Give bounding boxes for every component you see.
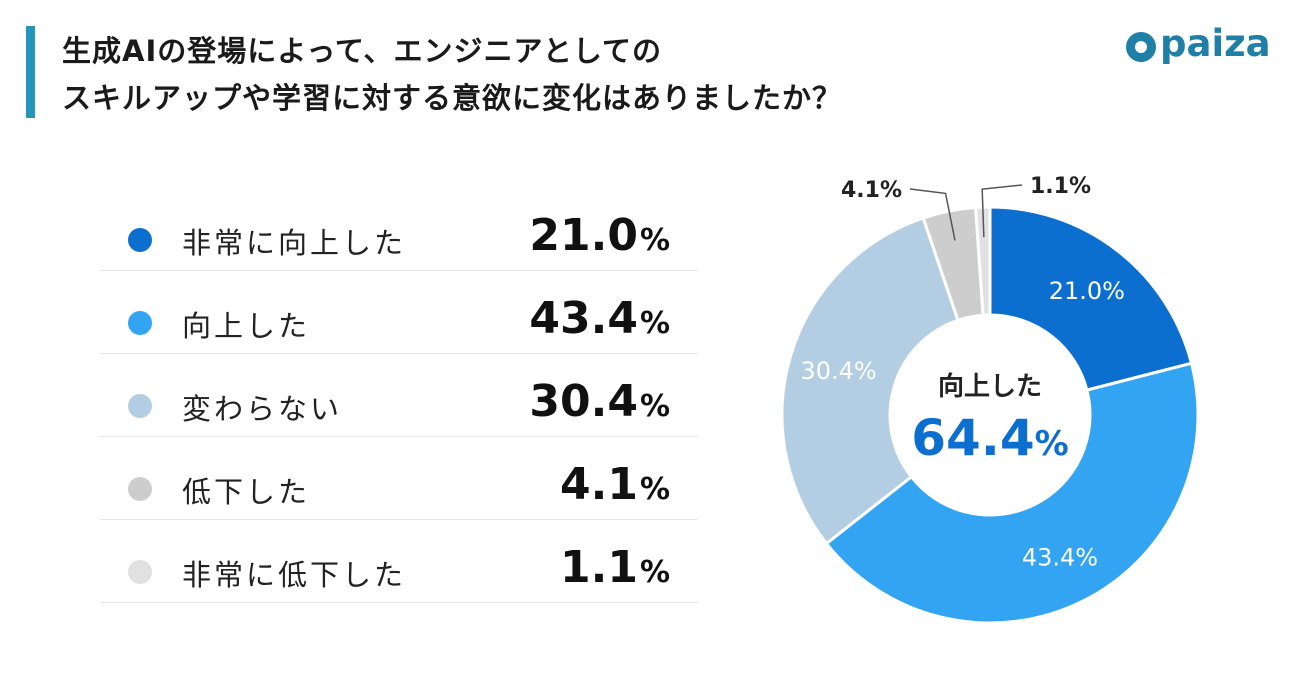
slice-data-label: 30.4% bbox=[800, 357, 876, 385]
slice-callout-label: 1.1% bbox=[1030, 174, 1091, 199]
center-value: 64.4% bbox=[911, 409, 1068, 467]
slice-callout-label: 4.1% bbox=[841, 178, 902, 203]
title-line-2: スキルアップや学習に対する意欲に変化はありましたか？ bbox=[62, 81, 843, 115]
legend-label: 非常に低下した bbox=[182, 558, 407, 592]
title-accent-bar bbox=[26, 26, 35, 118]
pie-slice bbox=[780, 216, 960, 546]
pie-slice bbox=[988, 205, 1194, 392]
legend-value: 1.1% bbox=[559, 542, 670, 593]
callout-leader-line bbox=[981, 184, 1023, 238]
page-title: 生成AIの登場によって、エンジニアとしての スキルアップや学習に対する意欲に変化… bbox=[62, 28, 842, 122]
legend-swatch bbox=[128, 394, 152, 418]
legend-value: 21.0% bbox=[529, 210, 670, 261]
legend-value: 4.1% bbox=[559, 459, 670, 510]
slice-data-label: 21.0% bbox=[1049, 277, 1125, 305]
legend-row: 向上した 43.4% bbox=[100, 271, 698, 354]
legend-swatch bbox=[128, 560, 152, 584]
slice-data-label: 43.4% bbox=[1022, 544, 1098, 572]
logo-icon bbox=[1126, 31, 1156, 62]
legend-label: 向上した bbox=[182, 309, 311, 343]
legend-label: 変わらない bbox=[182, 392, 343, 426]
legend-swatch bbox=[128, 477, 152, 501]
legend-row: 変わらない 30.4% bbox=[100, 354, 698, 437]
legend-label: 非常に向上した bbox=[182, 226, 407, 260]
callout-leader-line bbox=[909, 188, 956, 241]
legend-row: 低下した 4.1% bbox=[100, 437, 698, 520]
logo-text: paiza bbox=[1160, 22, 1271, 65]
title-line-1: 生成AIの登場によって、エンジニアとしての bbox=[62, 34, 663, 68]
legend-value: 30.4% bbox=[529, 376, 670, 427]
pie-slice bbox=[974, 205, 992, 317]
legend-swatch bbox=[128, 311, 152, 335]
legend-row: 非常に低下した 1.1% bbox=[100, 520, 698, 603]
legend-row: 非常に向上した 21.0% bbox=[100, 188, 698, 271]
legend-swatch bbox=[128, 228, 152, 252]
center-label: 向上した bbox=[938, 371, 1042, 402]
legend-table: 非常に向上した 21.0% 向上した 43.4% 変わらない 30.4% 低下した 4.1% 非… bbox=[100, 188, 698, 603]
legend-value: 43.4% bbox=[529, 293, 670, 344]
legend-label: 低下した bbox=[182, 475, 311, 509]
pie-slice bbox=[824, 361, 1200, 625]
brand-logo: paiza bbox=[1126, 22, 1271, 65]
